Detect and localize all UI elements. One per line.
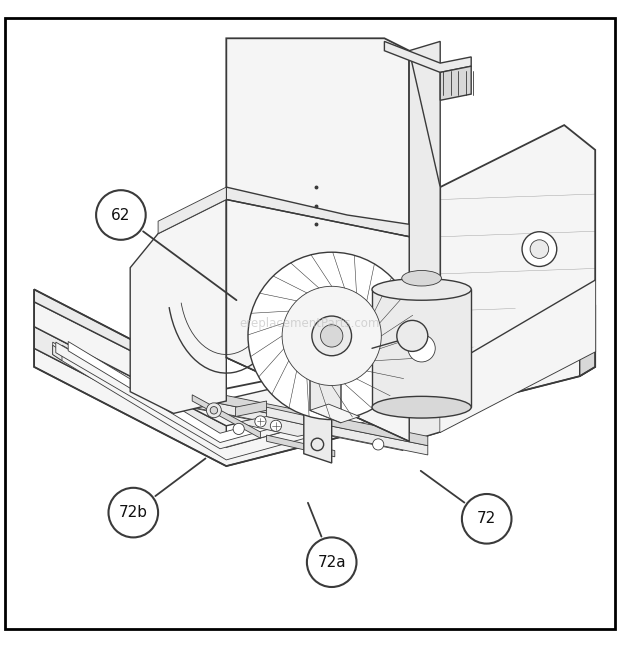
Polygon shape [226, 199, 409, 441]
Circle shape [206, 403, 221, 418]
Polygon shape [267, 407, 329, 430]
Polygon shape [158, 187, 226, 234]
Polygon shape [167, 384, 403, 441]
Circle shape [311, 438, 324, 450]
Polygon shape [226, 38, 409, 441]
Polygon shape [192, 389, 428, 446]
Polygon shape [53, 345, 62, 360]
Circle shape [408, 334, 435, 362]
Circle shape [255, 416, 266, 427]
Ellipse shape [372, 279, 471, 300]
Text: ereplacementParts.com: ereplacementParts.com [240, 317, 380, 330]
Polygon shape [304, 358, 332, 373]
Ellipse shape [402, 270, 441, 286]
Circle shape [96, 190, 146, 240]
Polygon shape [440, 280, 595, 432]
Circle shape [312, 316, 352, 356]
Circle shape [233, 423, 244, 435]
Polygon shape [34, 289, 226, 399]
Polygon shape [34, 327, 226, 448]
Text: 72: 72 [477, 511, 497, 526]
Circle shape [307, 538, 356, 587]
Circle shape [248, 252, 415, 420]
Text: 72b: 72b [119, 505, 148, 520]
Polygon shape [384, 41, 471, 72]
Polygon shape [192, 395, 260, 438]
Polygon shape [267, 435, 335, 457]
Circle shape [321, 325, 343, 347]
Circle shape [210, 406, 218, 414]
Circle shape [397, 320, 428, 351]
Polygon shape [34, 348, 595, 466]
Circle shape [270, 420, 281, 432]
Polygon shape [409, 50, 440, 441]
Polygon shape [226, 187, 409, 237]
Polygon shape [167, 393, 403, 450]
Circle shape [282, 287, 381, 386]
Circle shape [530, 240, 549, 258]
Polygon shape [34, 302, 595, 426]
Circle shape [462, 494, 511, 543]
Text: 62: 62 [111, 208, 131, 223]
Circle shape [522, 232, 557, 267]
Polygon shape [440, 66, 471, 100]
Circle shape [373, 439, 384, 450]
Polygon shape [56, 342, 505, 449]
Polygon shape [62, 345, 558, 450]
Polygon shape [310, 355, 341, 422]
Polygon shape [409, 41, 440, 441]
Polygon shape [236, 417, 329, 436]
Ellipse shape [372, 397, 471, 418]
Polygon shape [236, 401, 267, 417]
Polygon shape [68, 342, 490, 443]
Circle shape [108, 488, 158, 538]
Text: 72a: 72a [317, 554, 346, 570]
Polygon shape [304, 364, 332, 463]
Polygon shape [372, 289, 471, 407]
Polygon shape [130, 199, 226, 413]
Polygon shape [310, 404, 360, 422]
Polygon shape [440, 125, 595, 432]
Polygon shape [53, 342, 508, 460]
Polygon shape [192, 398, 428, 455]
Polygon shape [580, 348, 595, 376]
